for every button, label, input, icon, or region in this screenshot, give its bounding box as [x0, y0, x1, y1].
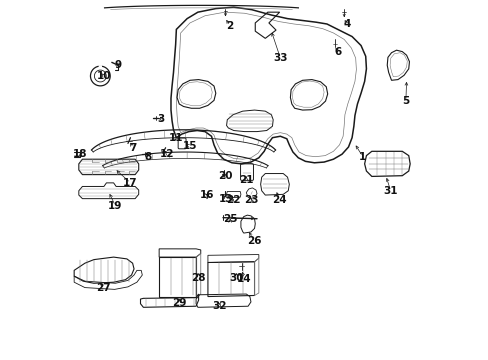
Text: 31: 31 [383, 186, 397, 197]
Text: 28: 28 [191, 273, 205, 283]
Text: 12: 12 [160, 149, 174, 159]
Text: 8: 8 [144, 152, 151, 162]
Text: 27: 27 [97, 283, 111, 293]
Text: 5: 5 [402, 96, 408, 106]
Text: 2: 2 [226, 21, 233, 31]
Text: 7: 7 [129, 143, 136, 153]
Text: 14: 14 [237, 274, 251, 284]
Text: 10: 10 [97, 71, 111, 81]
Text: 20: 20 [218, 171, 233, 181]
Text: 32: 32 [212, 301, 226, 311]
Text: 16: 16 [199, 190, 214, 200]
Text: 21: 21 [239, 175, 253, 185]
Text: 17: 17 [123, 178, 138, 188]
Text: 1: 1 [359, 152, 366, 162]
Text: 19: 19 [108, 201, 122, 211]
Text: 23: 23 [244, 195, 258, 205]
Text: 29: 29 [172, 298, 186, 308]
Text: 30: 30 [229, 273, 244, 283]
Text: 4: 4 [342, 19, 350, 29]
Text: 33: 33 [273, 53, 287, 63]
Text: 18: 18 [73, 149, 87, 159]
Text: 13: 13 [218, 194, 233, 204]
Text: 3: 3 [157, 114, 164, 124]
Text: 15: 15 [183, 141, 197, 151]
Text: 9: 9 [115, 59, 122, 69]
Text: 25: 25 [223, 215, 237, 224]
Text: 6: 6 [333, 46, 341, 57]
Text: 24: 24 [272, 195, 286, 205]
Text: 26: 26 [247, 236, 261, 246]
Text: 22: 22 [225, 195, 240, 205]
Text: 11: 11 [169, 133, 183, 143]
